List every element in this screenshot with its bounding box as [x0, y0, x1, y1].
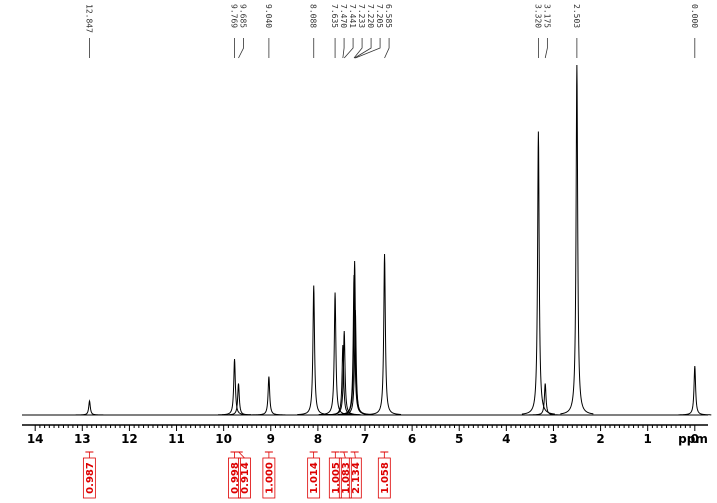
peak [73, 399, 107, 416]
integral-label: 1.005 [331, 462, 342, 494]
peak [221, 383, 256, 416]
peak [528, 383, 562, 416]
integral-box [262, 457, 276, 499]
peak-leader [343, 38, 354, 59]
peak-label: 7.205 [375, 4, 384, 28]
peak [678, 365, 712, 416]
peak-leader [354, 38, 372, 59]
integral-label: 2.134 [351, 462, 362, 494]
peak-leader [342, 38, 345, 59]
x-tick-label: 14 [27, 432, 44, 446]
integral-leader [343, 451, 346, 459]
x-tick-label: 2 [596, 432, 604, 446]
peak [327, 330, 361, 416]
peak-leader [355, 38, 381, 59]
x-tick-label: 12 [121, 432, 138, 446]
peak-label: 7.635 [330, 4, 339, 28]
peak-label: 0.000 [690, 4, 699, 28]
x-tick-label: 13 [74, 432, 91, 446]
peak-label: 7.233 [357, 4, 366, 28]
x-tick-label: 4 [502, 432, 510, 446]
integral-label: 0.914 [240, 462, 251, 494]
integral-box [238, 457, 251, 499]
x-tick-label: 10 [215, 432, 232, 446]
integral-label: 0.987 [85, 462, 96, 494]
integral-leader [238, 451, 245, 459]
x-tick-label: 6 [408, 432, 416, 446]
integral-box [328, 457, 342, 499]
x-tick-label: 11 [168, 432, 185, 446]
x-tick-label: 3 [549, 432, 557, 446]
integral-box [348, 457, 362, 499]
integral-box [228, 457, 241, 499]
peak [252, 376, 286, 416]
x-tick-label: 9 [267, 432, 275, 446]
peak-leader [353, 38, 363, 59]
integral-label: 0.998 [230, 462, 241, 494]
peak-label: 7.441 [348, 4, 357, 28]
integral-leader [354, 451, 356, 459]
peak-label: 7.220 [366, 4, 375, 28]
integral-label: 1.000 [264, 462, 275, 494]
peak-leader [384, 38, 390, 59]
peak [338, 309, 372, 416]
peak-leader [544, 38, 548, 59]
peak [560, 64, 594, 415]
integral-box [338, 457, 352, 499]
peak-label: 8.088 [309, 4, 318, 28]
x-tick-label: 7 [361, 432, 369, 446]
x-axis-label: ppm [678, 432, 708, 446]
peak [218, 358, 252, 416]
integral-label: 1.014 [309, 462, 320, 494]
peak [521, 131, 555, 415]
peak-label: 3.320 [533, 4, 542, 28]
integral-box [82, 457, 96, 499]
integral-label: 1.058 [380, 462, 391, 494]
integral-box [307, 457, 321, 499]
peak-label: 3.175 [542, 4, 551, 28]
peak-label: 2.503 [572, 4, 581, 28]
x-tick-label: 8 [314, 432, 322, 446]
peak [368, 253, 402, 415]
peak-label: 7.470 [339, 4, 348, 28]
peak-leader [238, 38, 244, 59]
peak-label: 9.769 [230, 4, 239, 28]
peak [297, 285, 331, 416]
peak-label: 6.585 [384, 4, 393, 28]
integral-box [377, 457, 391, 499]
peak-label: 9.685 [239, 4, 248, 28]
x-tick-label: 5 [455, 432, 463, 446]
peak [318, 292, 352, 416]
x-tick-label: 1 [644, 432, 652, 446]
integral-label: 1.083 [341, 462, 352, 494]
peak-label: 9.040 [264, 4, 273, 28]
x-tick-label: 0 [691, 432, 699, 446]
peak-label: 12.847 [85, 4, 94, 33]
